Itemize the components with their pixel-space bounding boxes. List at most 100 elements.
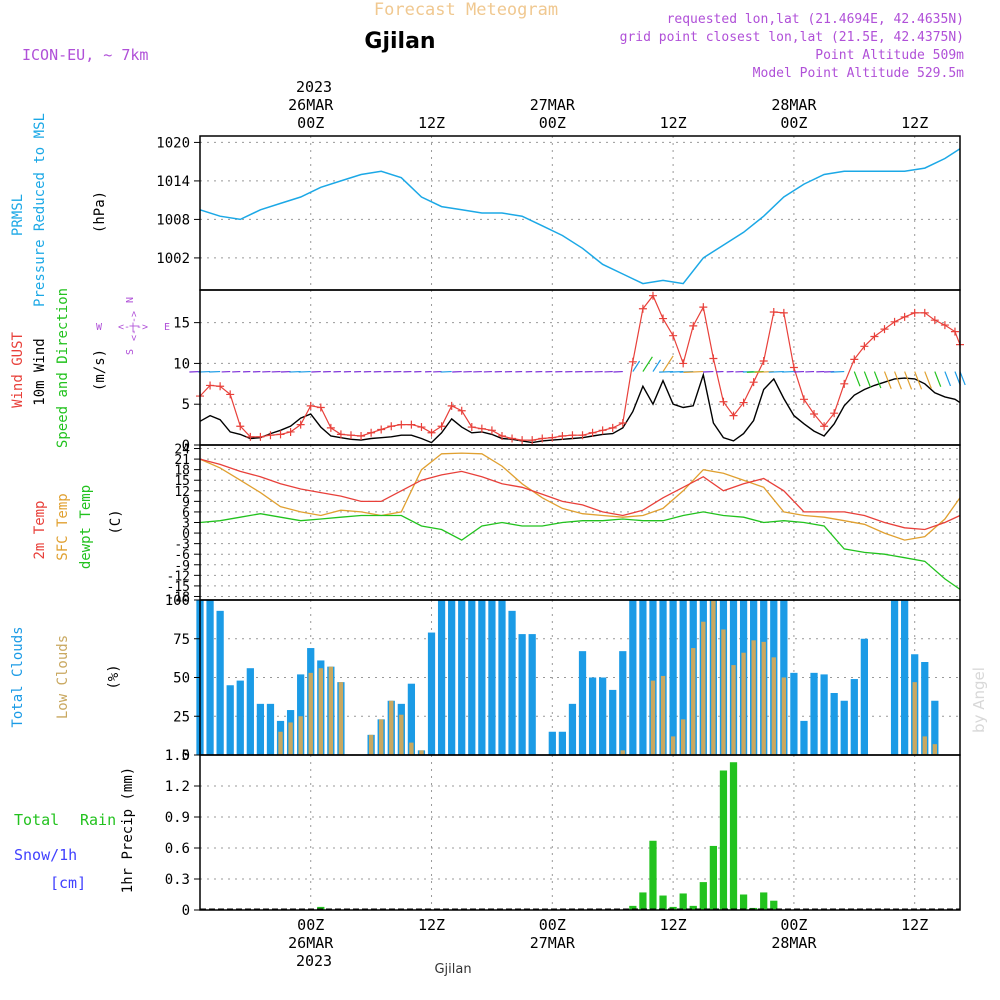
wind-gust-marker [689,321,698,330]
cloud-total-bar [266,703,275,755]
cloud-total-bar [840,700,848,755]
cloud-total-bar [679,600,687,755]
pressure-tick-label: 1020 [156,135,190,151]
cloud-low-bar [771,657,776,755]
precip-tick-label: 0.3 [165,872,190,888]
wind-gust-marker [840,379,849,388]
wind-gust-marker [377,425,386,434]
cloud-total-bar [236,680,244,755]
top-date-label: 27MAR [530,96,576,114]
precip-rain-bar [669,906,677,910]
precip-tick-label: 1.2 [165,779,190,795]
cloud-low-bar [399,714,404,755]
wind-direction-arrow [873,371,882,389]
wind-gust-marker [890,317,899,326]
pressure-unit: (hPa) [92,191,108,233]
bottom-date-label: 26MAR [288,934,334,952]
precip-rain-bar [739,894,748,910]
cloud-total-bar [458,600,466,755]
cloud-total-bar [518,634,526,755]
wind-gust-marker [206,381,215,390]
wind-direction-arrow [662,355,674,372]
wind-gust-marker [427,428,436,437]
top-hour-label: 00Z [297,114,324,132]
cloud-total-bar [468,600,476,755]
precip-frame [199,754,961,911]
wind-gust-marker [820,422,829,431]
wind-unit: (m/s) [92,349,108,391]
cloud-total-bar [498,600,506,755]
cloud-low-bar [932,744,938,755]
wind-direction-arrow [863,371,872,388]
cloud-total-bar [649,600,657,755]
wind-gust-marker [628,357,637,366]
cloud-low-bar [389,700,394,755]
wind-gust-marker [437,422,446,431]
clouds-tick-label: 100 [165,593,190,609]
wind-gust-marker [769,308,778,317]
wind-gust-marker [578,431,587,440]
cloud-low-bar [781,677,787,755]
precip-total-label: Total [14,811,59,829]
cloud-low-bar [288,722,293,755]
bottom-year: 2023 [296,952,332,970]
bottom-hour-label: 12Z [660,916,687,934]
wind-gust-marker [508,434,517,443]
wind-gust-marker [880,325,889,334]
cloud-total-bar [226,685,234,755]
wind-gust-marker [739,398,748,407]
model-label: ICON-EU, ~ 7km [22,46,148,64]
wind-tick-label: 5 [182,397,190,413]
compass-rose: N S W E <-|-> <-|-> [96,297,170,355]
wind-frame [199,289,961,446]
wind-tick-label: 0 [182,438,190,454]
precip-snow-unit: [cm] [50,874,86,892]
wind-gust-marker [497,432,506,441]
cloud-low-bar [338,682,344,755]
cloud-total-bar [860,638,868,755]
wind-direction-arrow [652,359,662,372]
wind-gust-marker [749,378,758,387]
cloud-total-bar [297,674,305,755]
wind-direction-arrow [959,371,966,386]
cloud-total-bar [800,720,808,755]
wind-gust-marker [316,403,325,412]
precip-tick-label: 0 [182,903,190,919]
precip-rain-bar [709,845,718,910]
cloud-total-bar [810,672,818,755]
top-hour-label: 12Z [418,114,445,132]
clouds-tick-label: 25 [173,709,190,725]
cloud-total-bar [669,600,677,755]
wind-gust-marker [850,355,859,364]
wind-gust-marker [870,332,879,341]
wind-gust-marker [417,423,426,432]
wind-gust-marker [789,363,798,372]
temp-tick-label: -9 [174,559,190,574]
cloud-total-bar [931,700,939,755]
precip-tick-label: 0.9 [165,810,190,826]
temp-unit: (C) [108,509,124,534]
temp-sfc-label: SFC Temp [55,493,71,560]
wind-direction-arrow [632,360,641,372]
precip-rain-bar [659,895,667,910]
wind-gust-marker [598,426,607,435]
bottom-date-label: 28MAR [771,934,817,952]
precip-rain-bar [729,762,738,910]
bottom-hour-label: 00Z [297,916,324,934]
cloud-total-bar [619,651,627,755]
cloud-low-bar [328,666,334,755]
wind-gust-marker [729,411,738,420]
cloud-low-bar [731,665,736,755]
wind-direction-arrow [883,371,892,389]
temp-tick-label: 3 [182,517,190,532]
cloud-total-bar [246,668,254,755]
temp-dewpt-label: dewpt Temp [78,485,94,569]
temp-tick-label: 24 [174,443,190,458]
cloud-total-bar [488,600,496,755]
wind-gust-marker [648,291,657,300]
wind-direction-arrow [853,371,861,387]
watermark: by Angel [970,667,988,733]
wind-10m-label: 10m Wind [32,338,48,405]
wind-gust-marker [548,433,557,442]
bottom-hour-label: 12Z [901,916,928,934]
